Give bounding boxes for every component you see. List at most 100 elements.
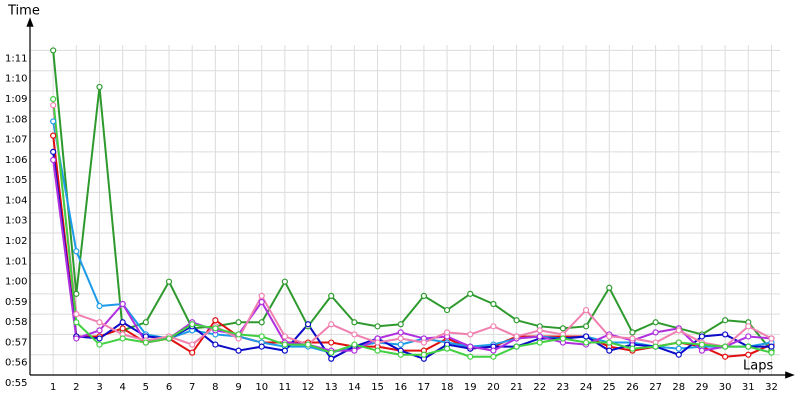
data-point — [675, 345, 682, 352]
x-tick-label: 23 — [557, 382, 570, 393]
data-point — [467, 353, 474, 360]
x-tick-label: 28 — [672, 382, 685, 393]
y-tick-label: 0:57 — [5, 337, 27, 348]
x-tick-label: 26 — [626, 382, 639, 393]
data-point — [768, 343, 775, 350]
data-point — [50, 148, 57, 155]
data-point — [212, 325, 219, 332]
data-point — [675, 327, 682, 334]
data-point — [420, 351, 428, 358]
data-point — [629, 345, 636, 352]
y-tick-label: 1:02 — [5, 236, 27, 247]
data-point — [629, 329, 636, 336]
data-point — [351, 331, 358, 338]
data-point — [397, 341, 404, 348]
data-point — [443, 306, 451, 314]
x-tick-label: 8 — [212, 382, 218, 393]
data-point — [73, 290, 80, 297]
data-point — [397, 335, 404, 342]
data-point — [351, 341, 358, 348]
data-point — [73, 311, 80, 318]
data-point — [328, 292, 335, 299]
y-tick-label: 1:04 — [5, 195, 27, 206]
data-point — [304, 321, 312, 328]
data-point — [397, 329, 404, 336]
y-tick-label: 1:11 — [5, 53, 27, 64]
data-point — [73, 248, 80, 255]
data-point — [351, 347, 358, 354]
y-axis-title: Time — [7, 4, 40, 19]
y-tick-label: 1:03 — [5, 216, 27, 227]
data-point — [745, 351, 752, 358]
x-tick-label: 25 — [603, 382, 616, 393]
data-point — [50, 118, 57, 125]
x-tick-label: 22 — [533, 382, 546, 393]
data-point — [96, 327, 103, 334]
data-point — [258, 292, 265, 299]
data-point — [722, 317, 729, 324]
x-tick-label: 20 — [487, 382, 500, 393]
data-point — [490, 323, 497, 330]
y-tick-label: 0:58 — [5, 317, 27, 328]
y-tick-label: 1:05 — [5, 175, 27, 186]
y-tick-label: 1:07 — [5, 135, 27, 146]
x-tick-label: 21 — [510, 382, 523, 393]
series-line — [52, 151, 772, 361]
data-point — [745, 343, 752, 350]
data-point — [513, 343, 520, 350]
data-point — [606, 339, 613, 346]
data-point — [119, 319, 126, 326]
data-point — [328, 339, 335, 346]
data-point — [73, 319, 80, 326]
x-tick-label: 12 — [302, 382, 315, 393]
data-point — [467, 290, 474, 297]
data-point — [652, 343, 659, 350]
data-point — [50, 47, 57, 54]
y-tick-label: 1:00 — [5, 277, 27, 288]
x-tick-label: 29 — [696, 382, 709, 393]
data-point — [722, 343, 729, 350]
data-point — [50, 102, 57, 109]
data-point — [258, 319, 265, 326]
x-tick-label: 30 — [719, 382, 732, 393]
data-point — [490, 353, 497, 360]
data-point — [606, 284, 613, 291]
data-point — [629, 335, 636, 342]
data-point — [490, 347, 497, 354]
series-line — [52, 50, 773, 352]
x-axis-title: Laps — [743, 359, 773, 374]
data-point — [281, 333, 288, 340]
series-line — [52, 121, 772, 354]
data-point — [258, 333, 265, 340]
y-tick-label: 1:06 — [5, 155, 27, 166]
x-tick-label: 14 — [348, 382, 361, 393]
x-tick-label: 13 — [325, 382, 338, 393]
data-point — [582, 339, 590, 346]
data-point — [73, 335, 80, 342]
x-tick-label: 10 — [255, 382, 268, 393]
data-point — [142, 339, 149, 346]
data-point — [559, 335, 567, 342]
data-point — [328, 349, 335, 356]
x-tick-label: 2 — [73, 382, 79, 393]
data-point — [722, 331, 729, 338]
series-line — [52, 159, 772, 352]
data-point — [189, 341, 196, 348]
data-point — [582, 323, 590, 330]
data-point — [513, 317, 520, 324]
data-point — [745, 323, 752, 330]
x-tick-label: 7 — [189, 382, 195, 393]
data-point — [606, 347, 613, 354]
x-tick-label: 15 — [371, 382, 384, 393]
data-point — [119, 335, 126, 342]
data-point — [698, 341, 706, 348]
series-line — [52, 105, 772, 348]
data-point — [675, 339, 682, 346]
y-tick-label: 1:08 — [5, 114, 27, 125]
x-tick-label: 27 — [649, 382, 662, 393]
data-point — [165, 335, 173, 342]
x-tick-label: 4 — [119, 382, 125, 393]
y-tick-label: 0:55 — [5, 378, 27, 389]
data-point — [536, 327, 543, 334]
